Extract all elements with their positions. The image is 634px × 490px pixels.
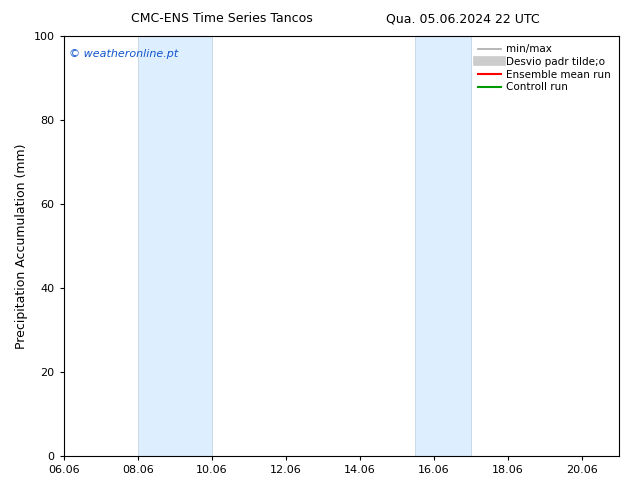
Text: Qua. 05.06.2024 22 UTC: Qua. 05.06.2024 22 UTC — [386, 12, 540, 25]
Bar — [138, 36, 212, 456]
Text: CMC-ENS Time Series Tancos: CMC-ENS Time Series Tancos — [131, 12, 313, 25]
Bar — [415, 36, 471, 456]
Y-axis label: Precipitation Accumulation (mm): Precipitation Accumulation (mm) — [15, 143, 28, 349]
Legend: min/max, Desvio padr tilde;o, Ensemble mean run, Controll run: min/max, Desvio padr tilde;o, Ensemble m… — [475, 41, 614, 96]
Text: © weatheronline.pt: © weatheronline.pt — [69, 49, 178, 59]
